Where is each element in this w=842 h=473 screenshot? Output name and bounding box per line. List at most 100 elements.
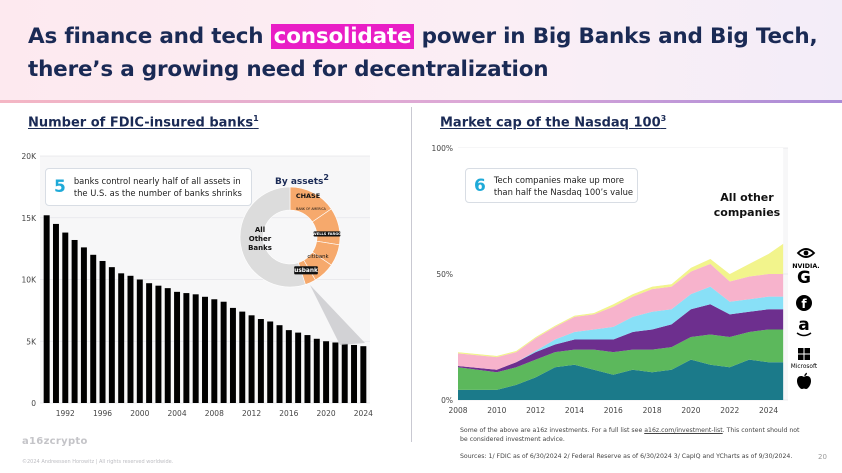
bar-x-tick-label: 2000 bbox=[130, 409, 149, 418]
area-x-tick-label: 2018 bbox=[643, 406, 662, 415]
bar-1990 bbox=[43, 215, 50, 403]
bank-logo-citibank: citibank bbox=[307, 254, 329, 260]
bar-1999 bbox=[127, 275, 134, 403]
investment-list-link[interactable]: a16z.com/investment-list bbox=[644, 427, 723, 434]
left-callout: 5 banks control nearly half of all asset… bbox=[45, 168, 252, 206]
area-x-tick-label: 2008 bbox=[448, 406, 467, 415]
title-highlight: consolidate bbox=[270, 24, 415, 49]
area-y-tick-label: 50% bbox=[436, 270, 453, 279]
nvidia-eye-icon bbox=[796, 248, 816, 258]
area-x-tick-label: 2014 bbox=[565, 406, 584, 415]
bar-x-tick-label: 2016 bbox=[279, 409, 298, 418]
amazon-letter: a bbox=[798, 315, 810, 335]
right-callout: 6 Tech companies make up more than half … bbox=[465, 168, 638, 203]
bar-2015 bbox=[276, 325, 283, 403]
left-callout-text: banks control nearly half of all assets … bbox=[73, 176, 242, 198]
bar-2023 bbox=[351, 344, 358, 403]
bar-x-tick-label: 2008 bbox=[205, 409, 224, 418]
bar-1998 bbox=[118, 273, 125, 403]
bar-1994 bbox=[80, 247, 87, 403]
bar-y-tick-label: 10K bbox=[22, 276, 38, 285]
area-series-google bbox=[458, 263, 784, 370]
bar-1996 bbox=[99, 260, 106, 403]
bar-y-tick-label: 0 bbox=[31, 399, 36, 408]
bank-logo-chase: CHASE bbox=[296, 192, 320, 200]
bar-1993 bbox=[71, 239, 78, 403]
area-y-tick-label: 100% bbox=[432, 144, 453, 153]
bar-2005 bbox=[183, 293, 190, 403]
nvidia-icon: NVIDIA. bbox=[789, 244, 823, 270]
bar-x-tick-label: 1992 bbox=[56, 409, 75, 418]
footer-disclaimer: Some of the above are a16z investments. … bbox=[460, 426, 805, 444]
area-x-tick-label: 2024 bbox=[759, 406, 778, 415]
area-series-nvidia bbox=[458, 243, 784, 358]
left-callout-number: 5 bbox=[54, 177, 66, 197]
zoom-funnel bbox=[310, 285, 365, 345]
area-x-tick-label: 2012 bbox=[526, 406, 545, 415]
bar-2012 bbox=[248, 315, 255, 403]
area-series-amazon bbox=[458, 304, 784, 373]
google-icon: G bbox=[797, 268, 811, 288]
donut-center-label: All Other Banks bbox=[248, 226, 272, 252]
left-section-title-footnote: 1 bbox=[253, 114, 259, 123]
microsoft-squares-icon bbox=[798, 348, 810, 360]
apple-icon bbox=[795, 372, 813, 394]
donut-slice-all-other-banks bbox=[239, 186, 306, 288]
bar-x-tick-label: 1996 bbox=[93, 409, 112, 418]
left-section-title: Number of FDIC-insured banks1 bbox=[28, 114, 259, 130]
amazon-icon: a bbox=[789, 315, 819, 337]
bank-logo-badge bbox=[313, 231, 341, 237]
bar-2007 bbox=[202, 296, 208, 403]
bar-x-tick-label: 2004 bbox=[168, 409, 187, 418]
bar-2011 bbox=[239, 311, 246, 403]
bar-1991 bbox=[52, 223, 59, 403]
bar-x-tick-label: 2012 bbox=[242, 409, 261, 418]
footer-brand-logo: a16zcrypto bbox=[22, 436, 88, 447]
bar-1995 bbox=[90, 254, 97, 403]
bar-2020 bbox=[323, 341, 330, 403]
bar-y-tick-label: 5K bbox=[26, 337, 37, 346]
bar-y-tick-label: 15K bbox=[22, 214, 38, 223]
all-other-companies-label: All other companies bbox=[713, 191, 781, 219]
header-band bbox=[0, 0, 842, 101]
left-section-title-text: Number of FDIC-insured banks bbox=[28, 115, 254, 131]
bar-2006 bbox=[192, 294, 199, 403]
bank-logo-badge bbox=[294, 266, 318, 275]
right-section-title-footnote: 3 bbox=[660, 114, 667, 123]
right-section-title-text: Market cap of the Nasdaq 100 bbox=[440, 115, 661, 131]
bar-2008 bbox=[211, 299, 218, 403]
facebook-icon: f bbox=[796, 295, 812, 311]
bar-2024 bbox=[360, 346, 367, 403]
nvidia-label: NVIDIA. bbox=[792, 263, 820, 270]
bar-2003 bbox=[164, 288, 171, 403]
donut-title: By assets2 bbox=[275, 173, 329, 187]
area-series-facebook bbox=[458, 286, 784, 370]
bar-2009 bbox=[220, 301, 227, 403]
page-title: As finance and tech consolidate power in… bbox=[28, 20, 818, 86]
bar-2018 bbox=[304, 335, 311, 403]
disclaimer-text-end: . This content should not be considered … bbox=[460, 427, 800, 443]
bar-2001 bbox=[146, 283, 153, 403]
area-x-tick-label: 2016 bbox=[604, 406, 623, 415]
area-x-tick-label: 2010 bbox=[487, 406, 506, 415]
right-section-title: Market cap of the Nasdaq 1003 bbox=[440, 114, 666, 130]
bar-2010 bbox=[229, 307, 236, 403]
microsoft-label: Microsoft bbox=[790, 364, 818, 370]
amazon-smile-icon bbox=[796, 332, 812, 337]
footer-copyright: ©2024 Andreessen Horowitz | All rights r… bbox=[22, 459, 174, 465]
bank-logo-wells-fargo: WELLS FARGO bbox=[313, 232, 341, 236]
title-prefix: As finance and tech bbox=[28, 24, 271, 49]
page-number: 20 bbox=[818, 453, 827, 461]
bar-2014 bbox=[267, 321, 274, 403]
bar-2013 bbox=[257, 319, 264, 403]
disclaimer-text-start: Some of the above are a16z investments. … bbox=[460, 427, 645, 434]
area-series-apple bbox=[458, 359, 784, 400]
right-callout-text: Tech companies make up more than half th… bbox=[493, 174, 634, 197]
assets-donut-chart: All Other Banks CHASE BANK OF AMERICA WELLS F… bbox=[239, 186, 365, 345]
bar-1992 bbox=[62, 232, 69, 403]
column-divider bbox=[411, 107, 412, 442]
bar-2022 bbox=[341, 343, 348, 403]
title-suffix: power in Big Banks and Big Tech, there’s… bbox=[28, 24, 818, 82]
bank-logo-bank-of-america: BANK OF AMERICA bbox=[296, 207, 327, 211]
donut-title-footnote: 2 bbox=[323, 173, 329, 182]
